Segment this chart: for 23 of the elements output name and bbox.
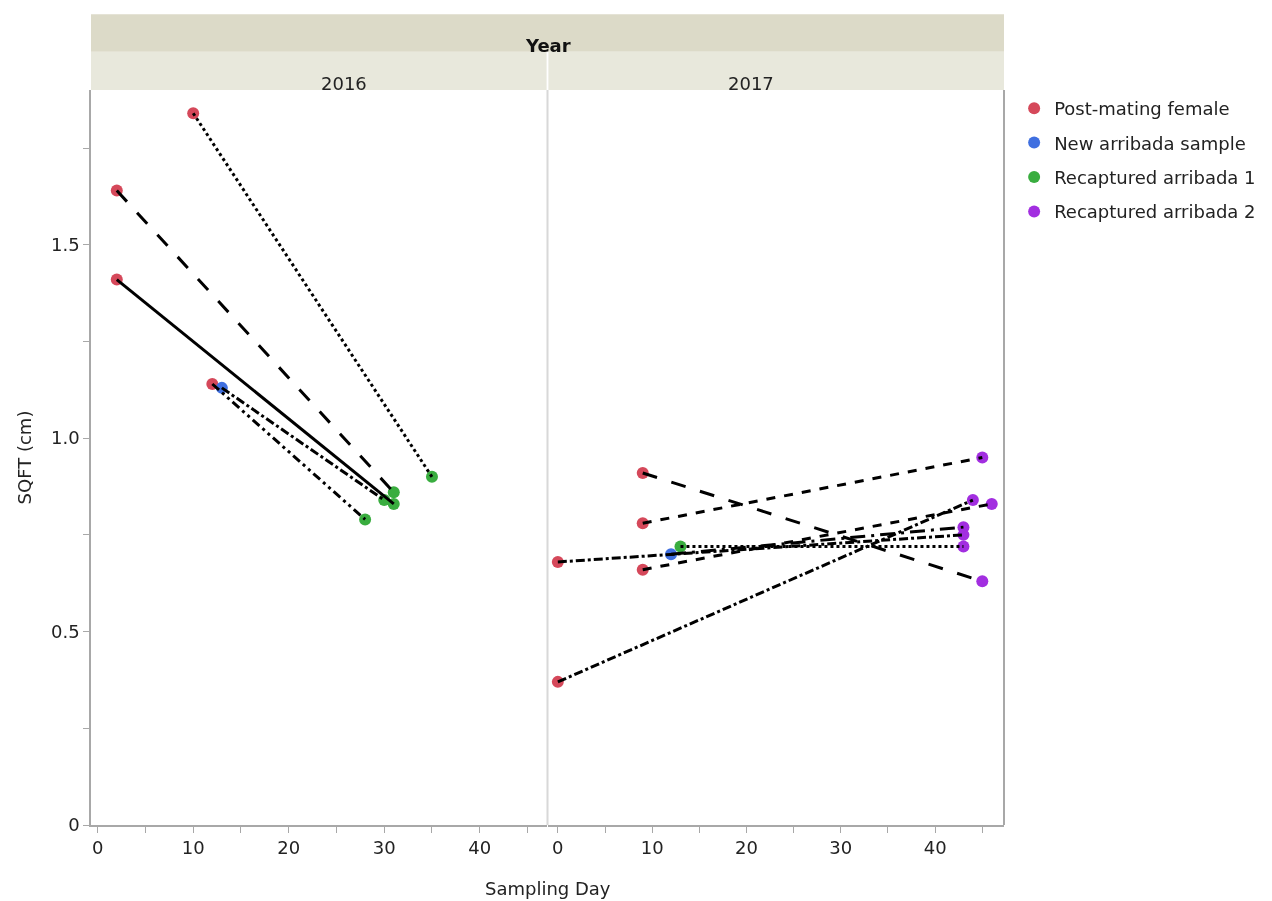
- x-tick-label: 0: [552, 837, 564, 859]
- y-tick-label: 1.0: [51, 427, 80, 449]
- legend-label: Recaptured arribada 1: [1054, 167, 1256, 189]
- legend-label: New arribada sample: [1054, 132, 1246, 154]
- x-tick-label: 0: [91, 837, 104, 859]
- y-tick-label: 1.5: [51, 234, 80, 256]
- chart-title: 2016: [321, 73, 367, 94]
- chart-title: 2017: [728, 73, 774, 94]
- x-tick-label: 20: [735, 837, 758, 859]
- x-tick-label: 40: [468, 837, 492, 859]
- x-tick-label: 20: [277, 837, 301, 859]
- x-axis-title: Sampling Day: [485, 878, 611, 899]
- y-tick-label: 0: [68, 814, 80, 836]
- x-tick-label: 10: [181, 837, 205, 859]
- chart-subtitle: Year: [525, 35, 571, 56]
- x-tick-label: 30: [829, 837, 853, 859]
- x-tick-label: 40: [923, 837, 947, 859]
- y-tick-label: 0.5: [51, 620, 80, 642]
- legend-label: Recaptured arribada 2: [1054, 201, 1256, 223]
- y-axis-title: SQFT (cm): [13, 410, 35, 505]
- x-tick-label: 10: [640, 837, 664, 859]
- legend-label: Post-mating female: [1054, 98, 1230, 120]
- x-tick-label: 30: [372, 837, 396, 859]
